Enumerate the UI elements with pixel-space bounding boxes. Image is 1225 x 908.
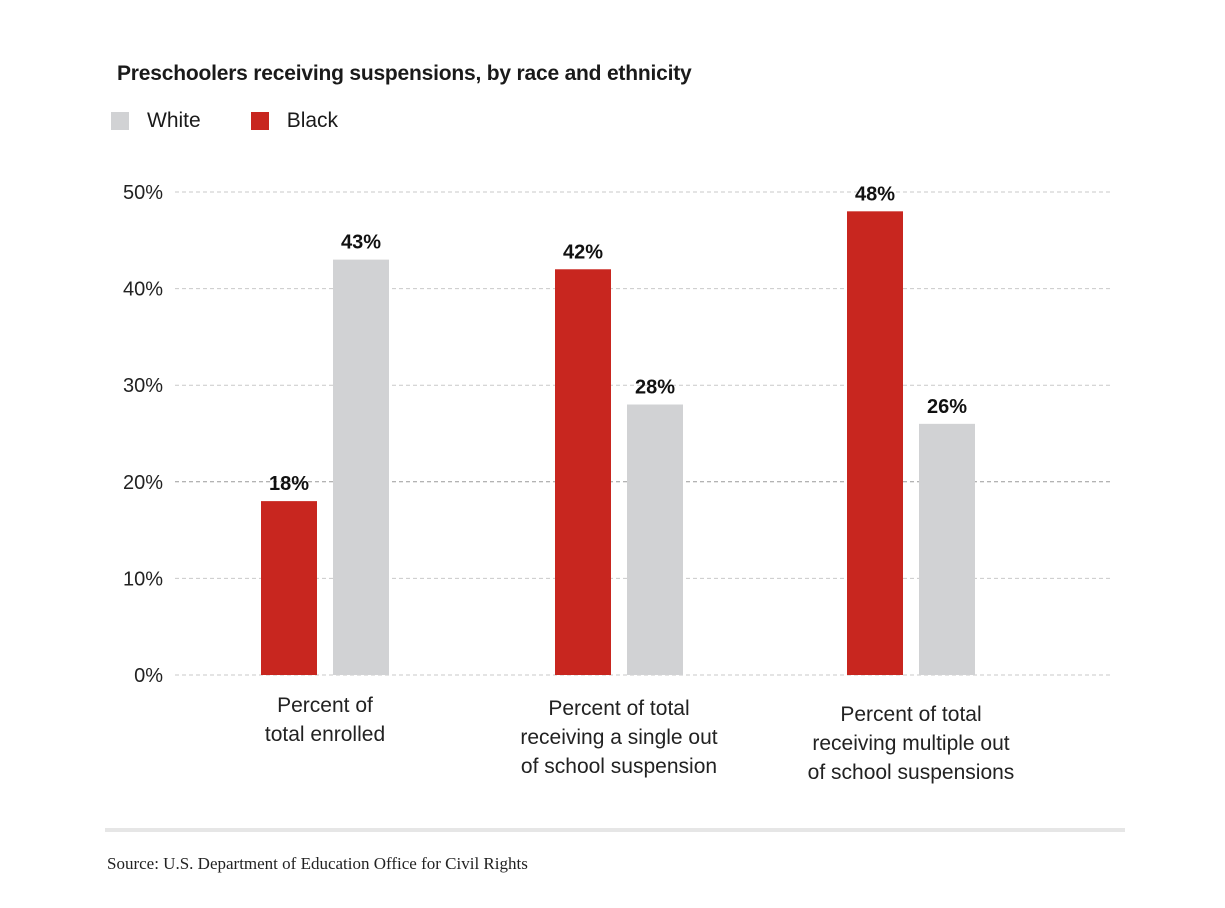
y-tick-label: 40% — [123, 279, 163, 301]
bar-white-1 — [627, 404, 683, 675]
data-label-white: 26% — [927, 396, 967, 418]
x-category-label: Percent of total — [840, 703, 981, 726]
bar-black-0 — [261, 501, 317, 675]
data-label-white: 28% — [635, 377, 675, 399]
data-label-white: 43% — [341, 232, 381, 254]
bar-black-2 — [847, 211, 903, 675]
data-label-black: 18% — [269, 473, 309, 495]
y-tick-label: 20% — [123, 472, 163, 494]
y-tick-label: 30% — [123, 375, 163, 397]
x-category-label: receiving multiple out — [812, 732, 1009, 755]
data-label-black: 42% — [563, 241, 603, 263]
legend-label-black: Black — [286, 109, 339, 132]
x-category-label: total enrolled — [265, 723, 385, 746]
legend: White Black — [111, 109, 388, 133]
bar-white-2 — [919, 423, 975, 675]
x-category-label: receiving a single out — [520, 726, 717, 749]
data-label-black: 48% — [855, 183, 895, 205]
legend-swatch-white — [111, 112, 129, 130]
legend-item-white: White — [111, 109, 201, 133]
source-note: Source: U.S. Department of Education Off… — [107, 854, 528, 873]
divider — [105, 828, 1125, 832]
x-category-label: of school suspension — [521, 755, 717, 778]
x-category-label: of school suspensions — [808, 761, 1015, 784]
y-tick-label: 10% — [123, 568, 163, 590]
bar-chart: 0% 10% 20% 30% 40% 50% 18% 42% 48% 43% 28% 26% Perce… — [123, 182, 1112, 784]
bar-white-0 — [333, 259, 389, 675]
x-category-label: Percent of total — [548, 697, 689, 720]
bar-black-1 — [555, 269, 611, 675]
y-tick-label: 0% — [134, 665, 163, 687]
y-tick-label: 50% — [123, 182, 163, 204]
legend-item-black: Black — [250, 109, 339, 133]
x-category-label: Percent of — [277, 694, 373, 717]
legend-label-white: White — [147, 109, 201, 132]
chart-title: Preschoolers receiving suspensions, by r… — [117, 62, 692, 85]
legend-swatch-black — [250, 112, 269, 130]
